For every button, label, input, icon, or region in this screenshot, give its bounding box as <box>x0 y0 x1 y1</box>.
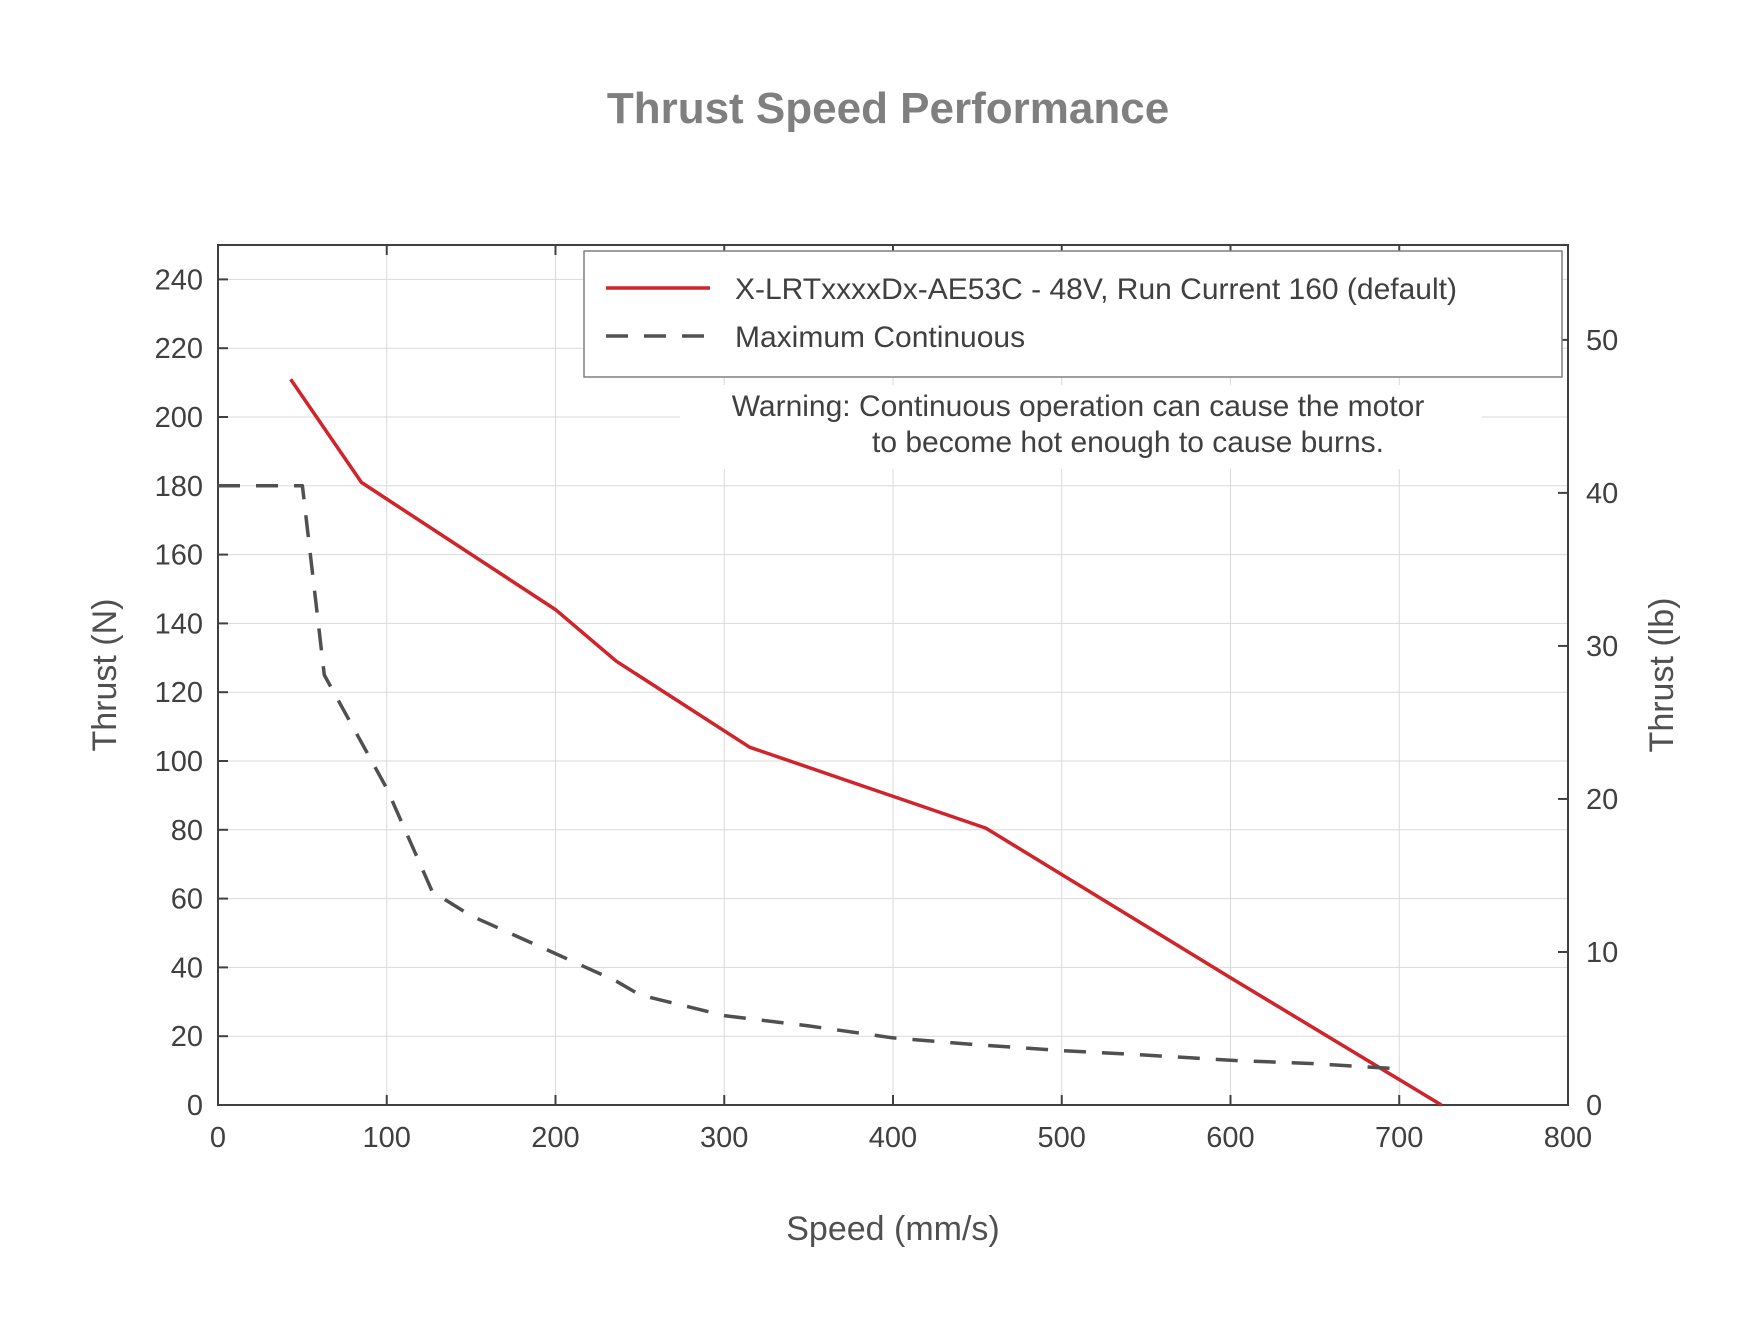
x-tick-label: 100 <box>363 1122 411 1154</box>
x-axis-label: Speed (mm/s) <box>786 1210 1000 1248</box>
legend-label-run-current: X-LRTxxxxDx-AE53C - 48V, Run Current 160… <box>735 273 1457 306</box>
y-axis-label: Thrust (N) <box>86 599 124 752</box>
y-tick-label: 0 <box>187 1090 203 1122</box>
y-tick-label: 140 <box>155 608 203 640</box>
series-line-run-current <box>289 378 1443 1107</box>
chart-title: Thrust Speed Performance <box>607 84 1169 133</box>
y-tick-label: 40 <box>171 952 203 984</box>
warning-background <box>680 385 1482 469</box>
x-tick-label: 300 <box>700 1122 748 1154</box>
series-line-max-continuous <box>218 484 1400 1071</box>
y2-tick-label: 20 <box>1586 784 1618 816</box>
x-tick-label: 600 <box>1206 1122 1254 1154</box>
x-tick-label: 800 <box>1544 1122 1592 1154</box>
y2-tick-label: 50 <box>1586 325 1618 357</box>
y2-tick-label: 10 <box>1586 937 1618 969</box>
y2-tick-label: 40 <box>1586 478 1618 510</box>
x-tick-label: 200 <box>531 1122 579 1154</box>
warning-line-1: Warning: Continuous operation can cause … <box>732 390 1425 423</box>
y-tick-label: 20 <box>171 1021 203 1053</box>
y2-tick-label: 0 <box>1586 1090 1602 1122</box>
y2-tick-label: 30 <box>1586 631 1618 663</box>
axis-ticks: 0 100 200 300 400 500 600 700 800020406080100120… <box>155 245 1618 1154</box>
warning-line-2: to become hot enough to cause burns. <box>872 426 1384 459</box>
y-tick-label: 100 <box>155 746 203 778</box>
x-tick-label: 500 <box>1038 1122 1086 1154</box>
x-tick-label: 400 <box>869 1122 917 1154</box>
x-tick-label: 0 <box>210 1122 226 1154</box>
series-lines <box>218 378 1443 1107</box>
y-tick-label: 60 <box>171 884 203 916</box>
x-tick-label: 700 <box>1375 1122 1423 1154</box>
legend-label-max-continuous: Maximum Continuous <box>735 321 1025 354</box>
y-tick-label: 180 <box>155 471 203 503</box>
y-tick-label: 120 <box>155 677 203 709</box>
y-tick-label: 80 <box>171 815 203 847</box>
y-tick-label: 200 <box>155 402 203 434</box>
y-tick-label: 160 <box>155 540 203 572</box>
warning-annotation: Warning: Continuous operation can cause … <box>680 385 1482 469</box>
legend-box <box>583 250 1563 378</box>
legend: X-LRTxxxxDx-AE53C - 48V, Run Current 160… <box>583 250 1563 378</box>
y2-axis-label: Thrust (lb) <box>1643 598 1681 753</box>
y-tick-label: 240 <box>155 264 203 296</box>
y-tick-label: 220 <box>155 333 203 365</box>
